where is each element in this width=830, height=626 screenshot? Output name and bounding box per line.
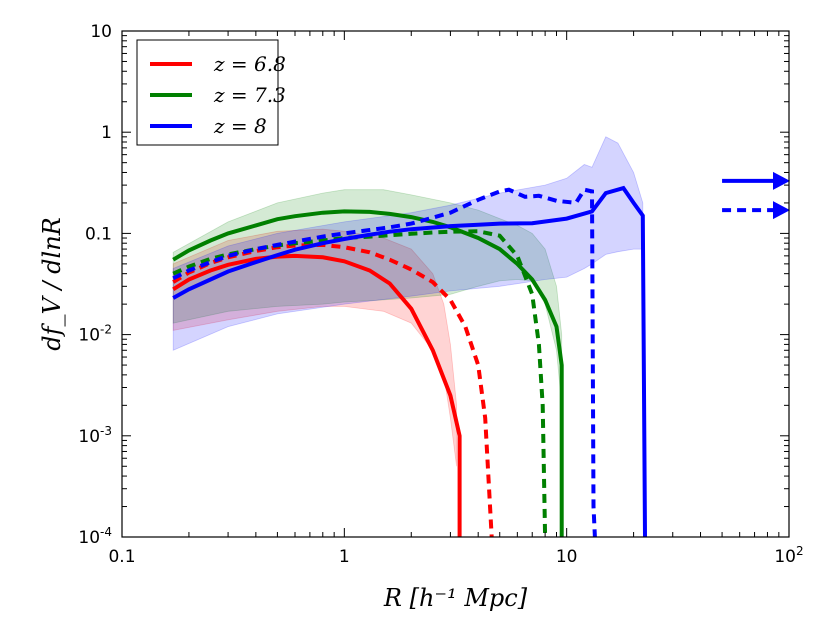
y-axis-label: df_V / dlnR: [38, 217, 66, 351]
x-axis-label: R [h⁻¹ Mpc]: [383, 584, 528, 612]
uncertainty-bands: [172, 136, 644, 467]
y-tick-label: 1: [101, 123, 112, 143]
y-tick-label: 10-2: [78, 323, 112, 346]
x-tick-label: 102: [774, 544, 803, 567]
y-tick-label: 10-3: [78, 424, 112, 447]
series-lines: [172, 185, 647, 537]
series-line-3: [172, 229, 548, 537]
plot-frame: [121, 30, 790, 538]
series-line-2: [172, 209, 564, 537]
legend-label: z = 6.8: [213, 52, 286, 76]
y-tick-label: 0.1: [85, 224, 112, 244]
y-tick-label: 10-4: [78, 525, 112, 548]
legend-label: z = 7.3: [213, 83, 286, 107]
series-line-4: [172, 185, 647, 537]
series-line-5: [172, 187, 597, 537]
y-tick-labels: 10-4 10-3 10-2 0.1 1 10: [78, 22, 112, 548]
band-0: [172, 228, 457, 467]
x-tick-label: 1: [339, 547, 350, 567]
arrow-head-1: [773, 201, 790, 220]
x-tick-label: 10: [556, 547, 578, 567]
legend-label: z = 8: [213, 114, 267, 138]
limit-arrows: [722, 171, 790, 220]
axis-ticks: [121, 30, 790, 538]
series-line-0: [172, 253, 462, 537]
x-tick-labels: 0.1 1 10 102: [108, 544, 803, 567]
x-tick-label: 0.1: [108, 547, 135, 567]
arrow-head-0: [773, 171, 790, 190]
series-line-1: [172, 242, 494, 537]
y-tick-label: 10: [90, 22, 112, 42]
legend: z = 6.8 z = 7.3 z = 8: [136, 39, 286, 146]
